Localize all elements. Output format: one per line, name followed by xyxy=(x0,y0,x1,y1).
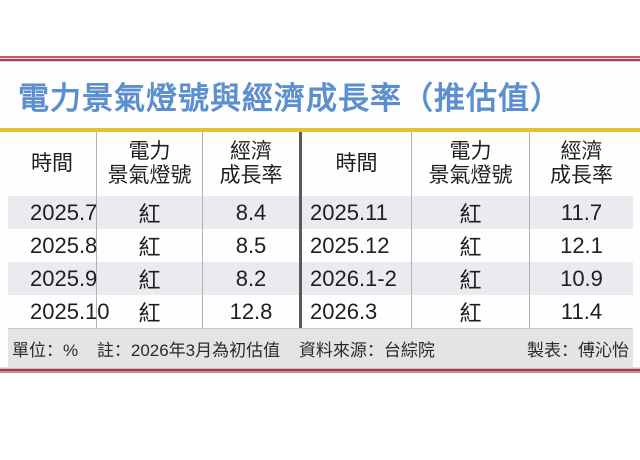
title-underline xyxy=(0,128,640,132)
signal-cell: 紅 xyxy=(412,262,530,295)
growth-cell: 8.4 xyxy=(203,196,302,229)
growth-cell: 12.8 xyxy=(203,295,302,328)
time-cell: 2025.9 xyxy=(8,262,97,295)
unit-label: 單位：% xyxy=(12,340,79,360)
signal-cell: 紅 xyxy=(97,229,203,262)
signal-cell: 紅 xyxy=(412,196,530,229)
card-top-border xyxy=(0,58,640,59)
source-label: 資料來源：台綜院 xyxy=(298,340,435,360)
signal-cell: 紅 xyxy=(97,295,203,328)
signal-cell: 紅 xyxy=(97,196,203,229)
growth-header-left: 經濟 成長率 xyxy=(203,132,302,196)
card-top-border xyxy=(0,56,640,58)
title-bar: 電力景氣燈號與經濟成長率（推估值） xyxy=(0,62,640,128)
card-bottom-border xyxy=(0,368,640,369)
time-cell: 2025.12 xyxy=(302,229,412,262)
growth-header-right: 經濟 成長率 xyxy=(550,140,613,187)
growth-cell: 11.4 xyxy=(560,298,603,324)
table-area: 時間 電力 景氣燈號 經濟 成長率 時間 電力 景氣燈號 經濟 成長率 2025.7 紅… xyxy=(0,132,640,367)
time-cell: 2026.3 xyxy=(302,295,412,328)
growth-cell: 8.2 xyxy=(203,262,302,295)
card-top-border xyxy=(0,61,640,62)
time-cell: 2025.10 xyxy=(8,295,110,328)
time-cell: 2026.1-2 xyxy=(302,262,412,295)
time-cell: 2025.7 xyxy=(8,196,97,229)
page-title: 電力景氣燈號與經濟成長率（推估值） xyxy=(18,80,562,116)
signal-header-left: 電力 景氣燈號 xyxy=(97,132,203,196)
card-bottom-border xyxy=(0,369,640,371)
card-bottom-border xyxy=(0,367,640,368)
source-bar: 單位：% 註：2026年3月為初估值 資料來源：台綜院 製表：傅沁怡 xyxy=(8,328,633,367)
growth-cell: 8.5 xyxy=(203,229,302,262)
source-bar-left: 單位：% 註：2026年3月為初估值 資料來源：台綜院 xyxy=(12,336,435,361)
growth-cell: 12.1 xyxy=(560,232,603,258)
credit-label: 製表：傅沁怡 xyxy=(527,340,629,360)
growth-cell: 11.7 xyxy=(530,196,633,229)
signal-header-right: 電力 景氣燈號 xyxy=(412,132,530,196)
card-top-border xyxy=(0,59,640,61)
card-bottom-border xyxy=(0,371,640,373)
signal-cell: 紅 xyxy=(412,295,530,328)
time-cell: 2025.11 xyxy=(302,196,412,229)
time-header-left: 時間 xyxy=(8,132,97,196)
time-cell: 2025.8 xyxy=(8,229,97,262)
data-table: 時間 電力 景氣燈號 經濟 成長率 時間 電力 景氣燈號 經濟 成長率 2025.7 紅… xyxy=(8,132,633,328)
time-header-right: 時間 xyxy=(302,132,412,196)
signal-cell: 紅 xyxy=(412,229,530,262)
note-label: 註：2026年3月為初估值 xyxy=(96,340,281,360)
growth-cell: 10.9 xyxy=(530,262,633,295)
signal-cell: 紅 xyxy=(97,262,203,295)
table-card: 電力景氣燈號與經濟成長率（推估值） 時間 電力 景氣燈號 經濟 成長率 時間 電力景… xyxy=(0,56,640,373)
